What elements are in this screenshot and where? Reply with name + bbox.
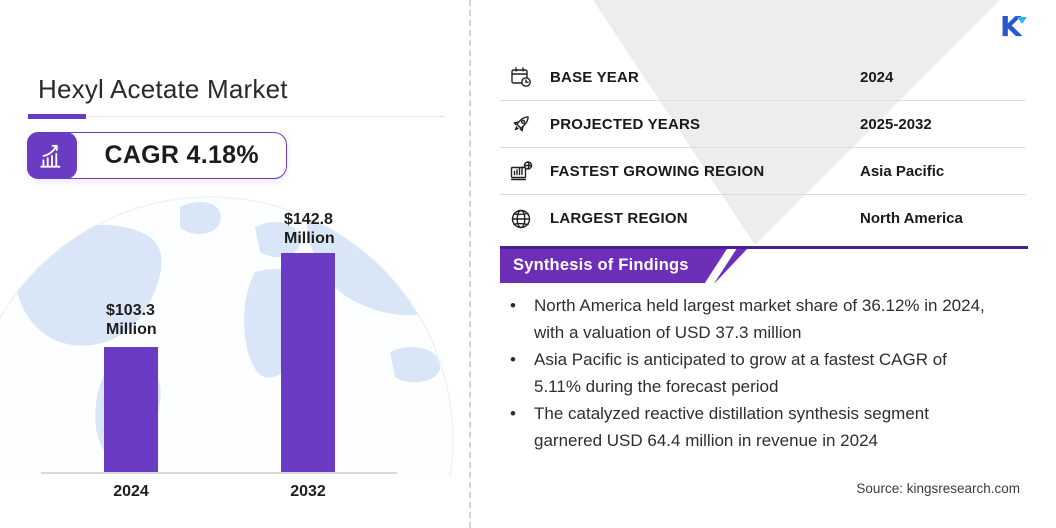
fact-row-fastest-growing-region: FASTEST GROWING REGION Asia Pacific — [500, 148, 1026, 195]
logo-mark-triangle — [1017, 17, 1027, 24]
calendar-clock-icon — [508, 64, 534, 90]
bullet-dot: • — [510, 404, 516, 423]
findings-banner-topline — [500, 246, 1028, 249]
fact-value: Asia Pacific — [860, 162, 945, 180]
left-column: Hexyl Acetate Market CAGR 4.18% $103.3 M… — [0, 0, 470, 528]
finding-item: • The catalyzed reactive distillation syn… — [506, 400, 998, 454]
cagr-badge: CAGR 4.18% — [27, 132, 287, 179]
title-underline — [28, 114, 444, 119]
facts-table: BASE YEAR 2024 PROJECTED YEARS 2025 — [500, 54, 1026, 242]
finding-item: • North America held largest market share… — [506, 292, 998, 346]
page-title: Hexyl Acetate Market — [38, 74, 288, 104]
logo-letter: K — [1000, 10, 1022, 43]
fact-label: FASTEST GROWING REGION — [550, 162, 765, 180]
fact-value: 2025-2032 — [860, 115, 932, 133]
source-attribution: Source: kingsresearch.com — [856, 481, 1020, 496]
cagr-value: CAGR 4.18% — [104, 141, 259, 169]
fact-label: PROJECTED YEARS — [550, 115, 701, 133]
bar-value-label-2024: $103.3 Million — [106, 302, 157, 338]
fact-value: 2024 — [860, 68, 894, 86]
growth-trend-icon — [27, 132, 78, 179]
findings-list: • North America held largest market share… — [506, 292, 998, 454]
bar-value-label-2032: $142.8 Million — [284, 211, 335, 247]
globe-icon — [508, 206, 534, 232]
axis-label-2032: 2032 — [290, 483, 326, 500]
findings-banner: Synthesis of Findings — [500, 249, 747, 283]
fact-label: LARGEST REGION — [550, 210, 688, 227]
chart-baseline — [41, 472, 397, 474]
fact-row-base-year: BASE YEAR 2024 — [500, 54, 1026, 101]
bullet-dot: • — [510, 296, 516, 315]
findings-title: Synthesis of Findings — [513, 256, 689, 274]
bar-2024 — [104, 347, 158, 472]
bullet-dot: • — [510, 350, 516, 369]
title-underline-accent — [28, 114, 86, 119]
axis-label-2024: 2024 — [113, 483, 149, 500]
rocket-icon — [508, 111, 534, 137]
fact-value: North America — [860, 210, 963, 227]
finding-item: • Asia Pacific is anticipated to grow at … — [506, 346, 998, 400]
column-divider — [469, 0, 471, 528]
right-column: BASE YEAR 2024 PROJECTED YEARS 2025 — [470, 0, 1056, 528]
growth-chart-icon — [508, 158, 534, 184]
world-map-background — [0, 196, 454, 477]
brand-logo: K — [1000, 10, 1036, 46]
fact-label: BASE YEAR — [550, 68, 640, 86]
bar-2032 — [281, 253, 335, 472]
fact-row-projected-years: PROJECTED YEARS 2025-2032 — [500, 101, 1026, 148]
fact-row-largest-region: LARGEST REGION North America — [500, 195, 1026, 242]
